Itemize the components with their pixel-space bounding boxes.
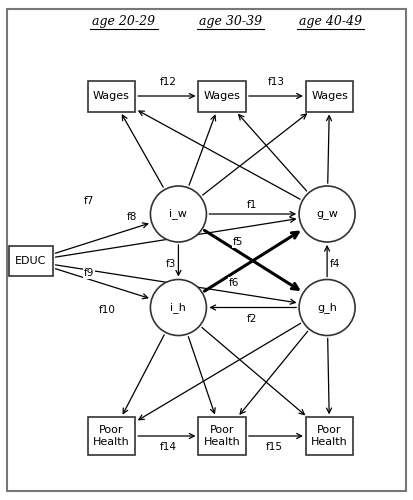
Text: Poor
Health: Poor Health bbox=[311, 425, 348, 447]
Text: f7: f7 bbox=[84, 196, 95, 206]
FancyBboxPatch shape bbox=[199, 80, 246, 112]
Text: f10: f10 bbox=[99, 305, 116, 315]
FancyBboxPatch shape bbox=[88, 80, 135, 112]
Text: f8: f8 bbox=[127, 212, 138, 222]
Text: EDUC: EDUC bbox=[15, 256, 47, 266]
Text: age 20-29: age 20-29 bbox=[93, 14, 155, 28]
Text: Poor
Health: Poor Health bbox=[93, 425, 130, 447]
FancyBboxPatch shape bbox=[306, 80, 354, 112]
Text: f2: f2 bbox=[247, 314, 257, 324]
Text: f5: f5 bbox=[233, 237, 243, 247]
FancyBboxPatch shape bbox=[199, 417, 246, 455]
Text: f9: f9 bbox=[84, 268, 95, 278]
Text: i_h: i_h bbox=[171, 302, 186, 313]
Text: age 40-49: age 40-49 bbox=[299, 14, 362, 28]
FancyBboxPatch shape bbox=[88, 417, 135, 455]
Text: g_h: g_h bbox=[317, 302, 337, 313]
Text: f13: f13 bbox=[267, 77, 285, 87]
Text: Wages: Wages bbox=[93, 91, 130, 101]
Text: Poor
Health: Poor Health bbox=[204, 425, 240, 447]
Text: f15: f15 bbox=[266, 442, 283, 452]
FancyBboxPatch shape bbox=[9, 246, 53, 276]
Ellipse shape bbox=[299, 186, 355, 242]
Text: i_w: i_w bbox=[169, 208, 188, 220]
FancyBboxPatch shape bbox=[7, 9, 406, 491]
Text: f6: f6 bbox=[228, 278, 239, 288]
FancyBboxPatch shape bbox=[306, 417, 354, 455]
Text: f1: f1 bbox=[247, 200, 257, 209]
Ellipse shape bbox=[299, 280, 355, 336]
Text: f4: f4 bbox=[330, 259, 341, 269]
Text: Wages: Wages bbox=[311, 91, 348, 101]
Text: f14: f14 bbox=[160, 442, 177, 452]
Text: f12: f12 bbox=[160, 77, 177, 87]
Ellipse shape bbox=[150, 280, 206, 336]
Text: g_w: g_w bbox=[316, 209, 338, 219]
Text: Wages: Wages bbox=[204, 91, 241, 101]
Text: age 30-39: age 30-39 bbox=[199, 14, 262, 28]
Text: f3: f3 bbox=[165, 259, 176, 269]
Ellipse shape bbox=[150, 186, 206, 242]
